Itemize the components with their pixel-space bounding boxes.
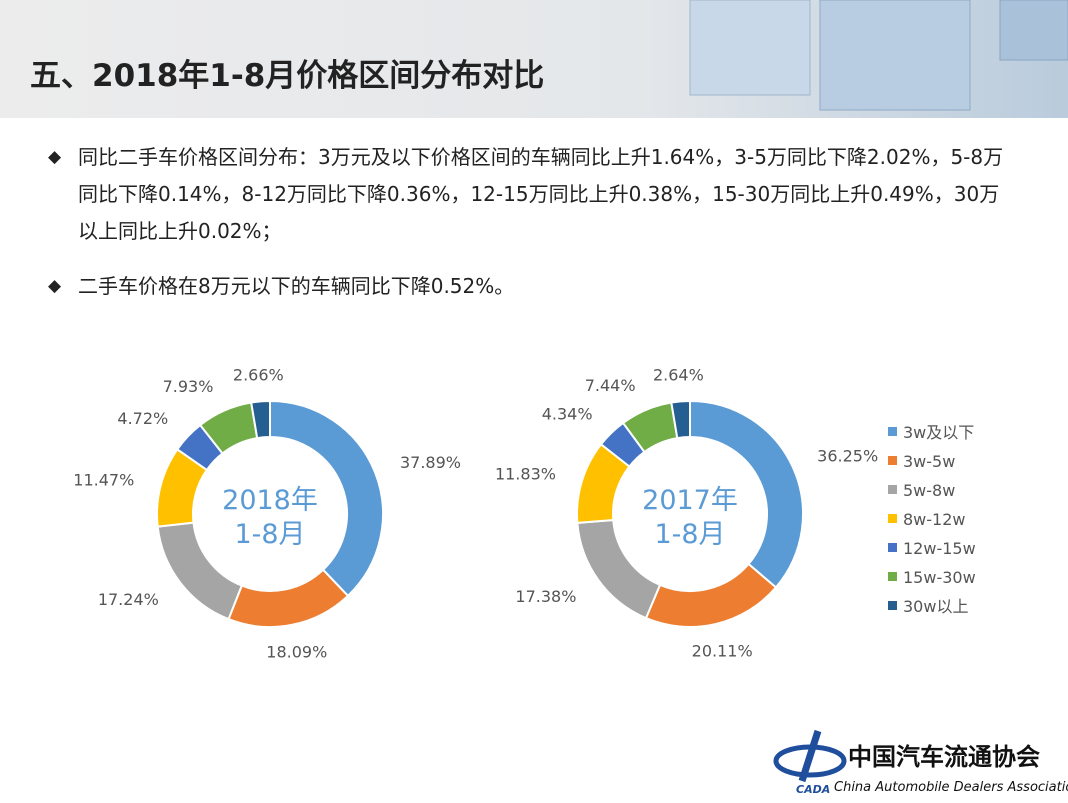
bullet-text: 同比二手车价格区间分布：3万元及以下价格区间的车辆同比上升1.64%，3-5万同… (78, 145, 1004, 243)
data-label: 11.47% (73, 471, 134, 490)
cube (819, 0, 971, 111)
data-label: 4.34% (542, 404, 593, 423)
cube (689, 0, 811, 96)
data-label: 36.25% (817, 446, 878, 465)
data-label: 4.72% (117, 409, 168, 428)
data-label: 20.11% (692, 641, 753, 660)
data-label: 17.24% (98, 590, 159, 609)
legend-label: 30w以上 (903, 597, 968, 616)
data-label: 17.38% (515, 587, 576, 606)
data-label: 7.93% (163, 377, 214, 396)
legend-label: 3w-5w (903, 452, 955, 471)
donut-segment (670, 399, 691, 440)
header-band: 五、2018年1-8月价格区间分布对比 (0, 0, 1068, 118)
legend-label: 12w-15w (903, 539, 976, 558)
logo-text: CADA (796, 783, 830, 796)
legend-swatch (888, 572, 897, 581)
slide-title: 五、2018年1-8月价格区间分布对比 (30, 58, 545, 94)
legend-swatch (888, 427, 897, 436)
legend-swatch (888, 514, 897, 523)
donut-segment (250, 399, 271, 440)
legend-label: 8w-12w (903, 510, 965, 529)
bullet: ◆ 二手车价格在8万元以下的车辆同比下降0.52%。 (48, 268, 1008, 305)
data-label: 2.66% (233, 365, 284, 384)
legend-swatch (888, 601, 897, 610)
center-label: 2017年 (642, 485, 738, 516)
donut-segment (227, 568, 350, 628)
legend-swatch (888, 485, 897, 494)
bullet: ◆ 同比二手车价格区间分布：3万元及以下价格区间的车辆同比上升1.64%，3-5万… (48, 139, 1008, 250)
data-label: 7.44% (585, 376, 636, 395)
logo: CADA 中国汽车流通协会 China Automobile Dealers A… (773, 729, 1068, 796)
donut-segment (689, 399, 804, 589)
data-label: 18.09% (266, 642, 327, 661)
donut-segment (644, 562, 778, 628)
org-name-cn: 中国汽车流通协会 (848, 743, 1040, 771)
data-label: 37.89% (400, 453, 461, 472)
org-name-en: China Automobile Dealers Association (834, 780, 1068, 795)
center-label: 1-8月 (654, 519, 725, 550)
data-label: 11.83% (495, 465, 556, 484)
donut-segment (269, 399, 384, 598)
legend-swatch (888, 456, 897, 465)
legend-label: 15w-30w (903, 568, 976, 587)
legend-swatch (888, 543, 897, 552)
data-label: 2.64% (653, 365, 704, 384)
donut-segment (156, 521, 244, 621)
legend-label: 5w-8w (903, 481, 955, 500)
donut-segment (576, 518, 662, 620)
center-label: 1-8月 (234, 519, 305, 550)
header-art (689, 0, 1068, 111)
logo-mark (798, 729, 822, 783)
bullet-text: 二手车价格在8万元以下的车辆同比下降0.52%。 (78, 274, 515, 298)
cube (999, 0, 1068, 61)
legend-label: 3w及以下 (903, 423, 974, 442)
center-label: 2018年 (222, 485, 318, 516)
